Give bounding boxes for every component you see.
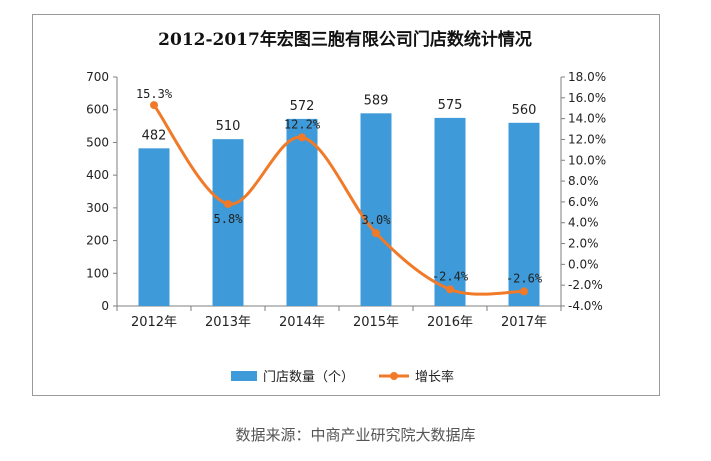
growth-value-label: -2.4% [432,269,469,283]
left-tick-label: 200 [86,234,109,248]
bar-value-label: 575 [438,98,463,113]
bar-value-label: 572 [290,99,315,114]
bar-series: 482 510 572 589 575 560 [138,93,540,307]
x-tick-label: 2015年 [353,315,399,330]
x-tick-label: 2016年 [427,315,473,330]
growth-value-label: 15.3% [136,87,173,101]
x-tick-label: 2012年 [131,315,177,330]
x-tick-label: 2017年 [501,315,547,330]
x-tick-label: 2013年 [205,315,251,330]
bar [434,117,466,307]
bar-value-label: 560 [512,103,537,118]
bar [508,122,540,306]
bar-value-label: 510 [216,119,241,134]
growth-line [152,104,525,296]
right-tick-label: 14.0% [568,112,606,126]
chart: 2012-2017年宏图三胞有限公司门店数统计情况 0 100 200 300 400 5… [86,29,606,385]
right-tick-label: 4.0% [568,216,599,230]
bar [286,118,318,306]
right-tick-label: -4.0% [568,299,603,313]
growth-point [372,229,380,238]
growth-value-label: 12.2% [284,117,321,131]
growth-value-label: 3.0% [362,213,392,227]
bar [360,113,392,306]
growth-value-label: -2.6% [506,271,543,285]
legend-line-marker [390,372,398,380]
right-tick-label: 8.0% [568,174,599,188]
bar [138,148,170,306]
growth-point [520,287,528,296]
right-tick-label: -2.0% [568,278,603,292]
growth-point [298,133,306,142]
right-tick-label: 18.0% [568,70,606,84]
legend: 门店数量（个） 增长率 [231,369,454,385]
left-axis: 0 100 200 300 400 500 600 700 [86,70,118,313]
bar-value-label: 589 [364,93,389,108]
right-tick-label: 16.0% [568,91,606,105]
legend-bar-swatch [231,371,257,381]
left-tick-label: 400 [86,168,109,182]
x-axis: 2012年 2013年 2014年 2015年 2016年 2017年 [116,305,562,330]
right-tick-label: 6.0% [568,195,599,209]
left-tick-label: 500 [86,135,109,149]
left-tick-label: 600 [86,103,109,117]
x-tick-label: 2014年 [279,315,325,330]
legend-line-label: 增长率 [415,369,454,385]
chart-frame: 2012-2017年宏图三胞有限公司门店数统计情况 0 100 200 300 400 5… [32,14,660,396]
right-tick-label: 2.0% [568,237,599,251]
right-axis: -4.0% -2.0% 0.0% 2.0% 4.0% 6.0% 8.0% 10.0% 12.0%… [560,70,606,313]
growth-point [150,101,158,110]
bar [212,139,244,306]
left-tick-label: 0 [101,299,109,313]
source-note: 数据来源：中商产业研究院大数据库 [235,426,476,444]
left-tick-label: 300 [86,201,109,215]
chart-title: 2012-2017年宏图三胞有限公司门店数统计情况 [158,29,532,50]
right-tick-label: 10.0% [568,153,606,167]
right-tick-label: 0.0% [568,257,599,271]
growth-point [224,199,232,208]
growth-value-label: 5.8% [214,212,244,226]
right-tick-label: 12.0% [568,132,606,146]
growth-point [446,285,454,294]
bar-value-label: 482 [142,128,167,143]
legend-bar-label: 门店数量（个） [263,370,354,385]
left-tick-label: 100 [86,266,109,280]
growth-line-series: 15.3% 5.8% 12.2% 3.0% -2.4% -2.6% [136,87,543,296]
left-tick-label: 700 [86,70,109,84]
